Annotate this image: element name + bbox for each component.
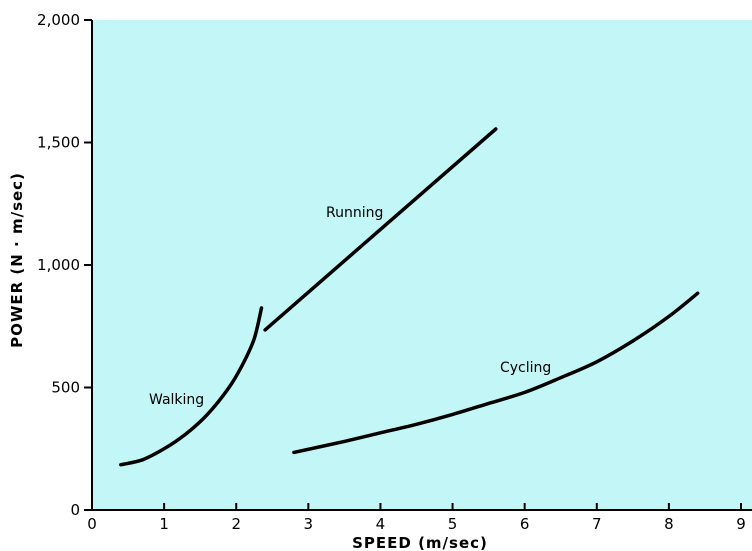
- series-line-cycling: [292, 291, 700, 455]
- x-tick-label: 2: [231, 515, 241, 533]
- x-axis: 0 1 2 3 4 5 6 7 8 9: [87, 503, 752, 533]
- series-label-cycling: Cycling: [500, 360, 551, 376]
- series-label-walking: Walking: [149, 392, 204, 408]
- y-axis-label: POWER (N · m/sec): [8, 172, 26, 348]
- x-tick-label: 3: [304, 515, 314, 533]
- x-tick-label: 4: [376, 515, 386, 533]
- series-lines: [119, 127, 700, 467]
- series-labels: Walking Running Cycling: [149, 205, 551, 408]
- x-tick-label: 1: [159, 515, 169, 533]
- x-tick-label: 5: [448, 515, 458, 533]
- y-tick-label: 1,500: [37, 134, 80, 152]
- series-line-running: [263, 127, 498, 332]
- y-tick-label: 1,000: [37, 256, 80, 274]
- y-axis: 0 500 1,000 1,500 2,000: [37, 11, 93, 519]
- series-label-running: Running: [326, 205, 383, 221]
- x-axis-label: SPEED (m/sec): [352, 534, 488, 551]
- y-tick-label: 2,000: [37, 11, 80, 29]
- series-line-walking: [119, 306, 264, 467]
- x-tick-label: 8: [664, 515, 674, 533]
- x-tick-label: 7: [592, 515, 602, 533]
- x-tick-label: 0: [87, 515, 97, 533]
- y-tick-label: 0: [70, 501, 80, 519]
- y-tick-label: 500: [51, 379, 80, 397]
- x-tick-label: 9: [736, 515, 746, 533]
- plot-area: [92, 20, 752, 510]
- x-tick-label: 6: [520, 515, 530, 533]
